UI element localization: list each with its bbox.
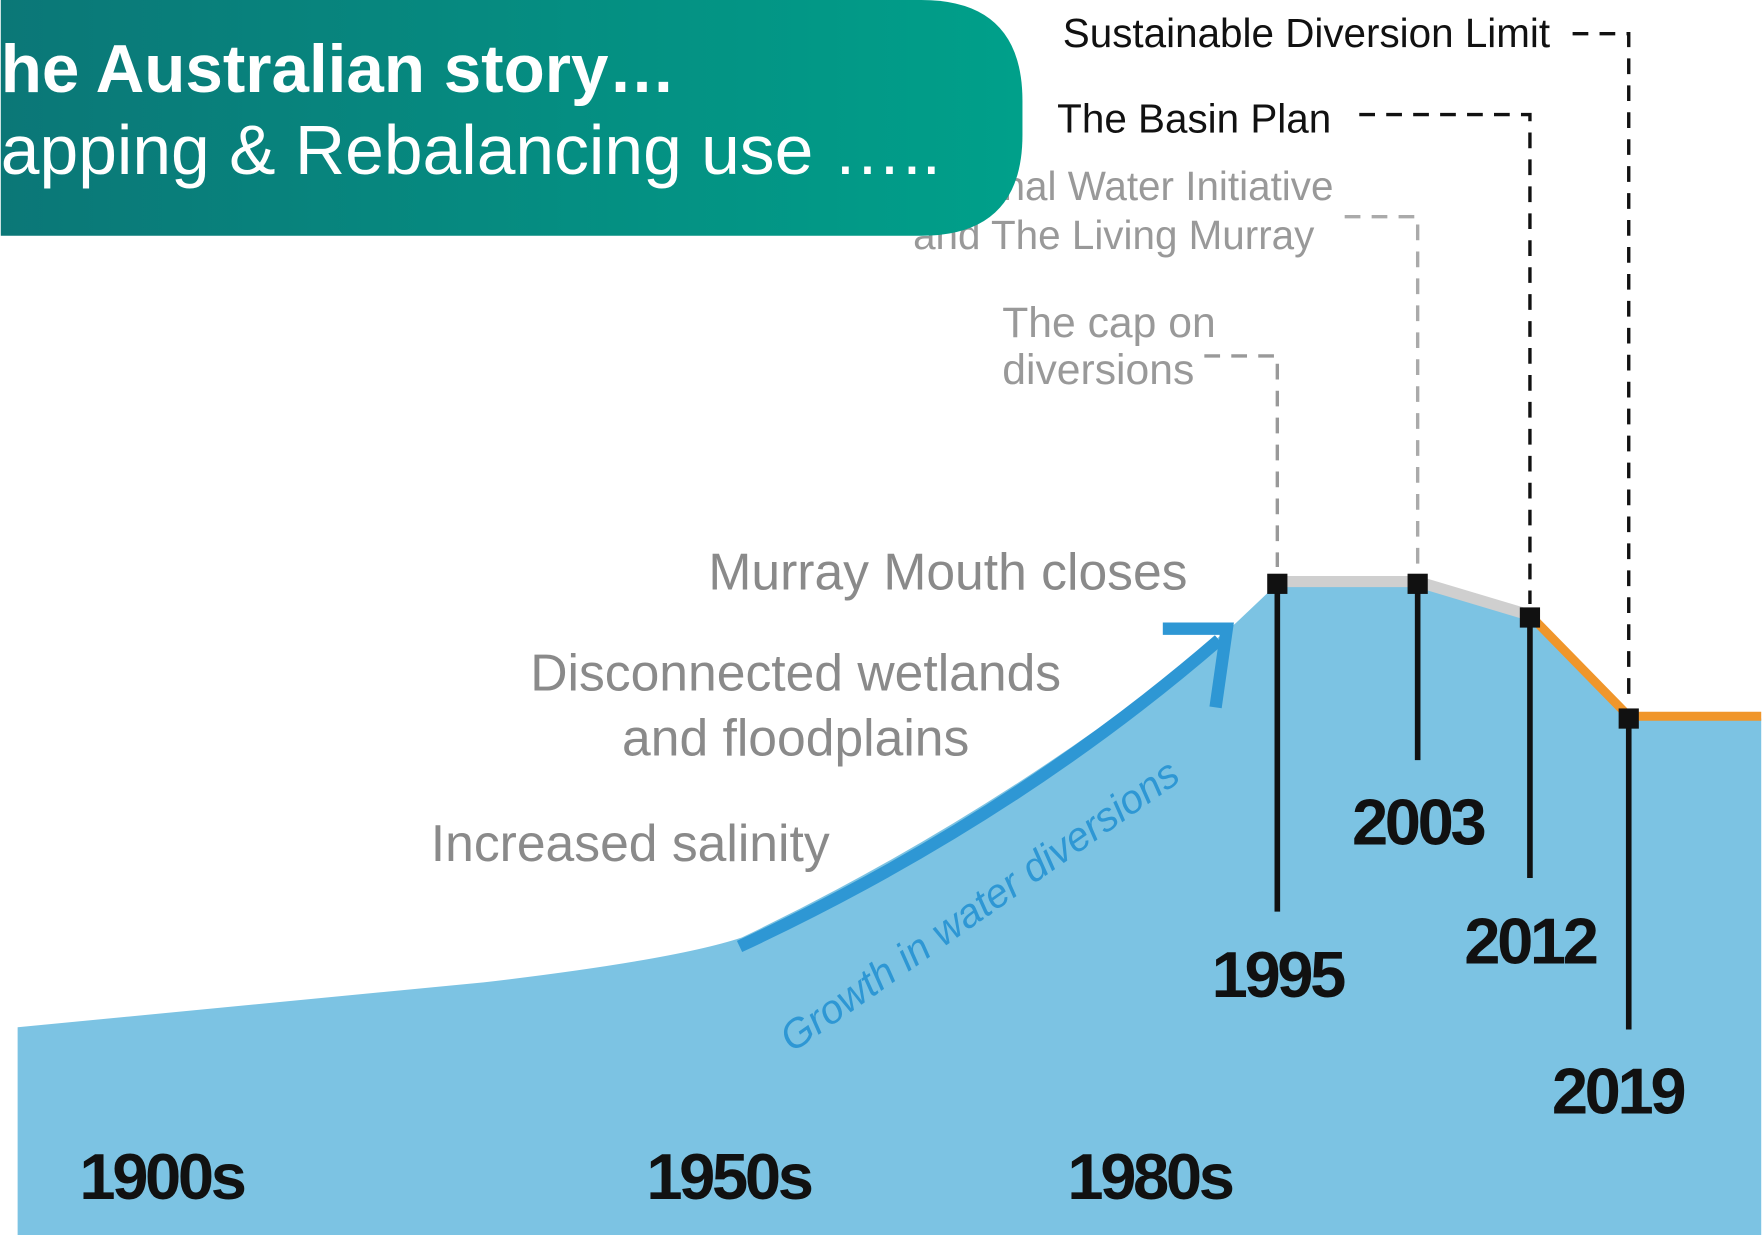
impact: Disconnected wetlands — [530, 643, 1061, 701]
year: 2019 — [1552, 1055, 1685, 1128]
stems — [1274, 583, 1632, 1030]
policy: The cap on — [1002, 299, 1215, 347]
title: he Australian story… — [1, 32, 676, 107]
decade: 1980s — [1067, 1140, 1232, 1213]
impact: and floodplains — [622, 709, 969, 767]
policy: nal Water Initiative — [1003, 163, 1334, 209]
arrow-head — [1162, 622, 1234, 709]
markers — [1267, 573, 1639, 729]
policy: Sustainable Diversion Limit — [1063, 10, 1550, 56]
decade: 1900s — [79, 1140, 244, 1213]
impact: Increased salinity — [431, 814, 830, 872]
policy: diversions — [1002, 346, 1194, 394]
year: 2003 — [1352, 785, 1485, 858]
policy: The Basin Plan — [1057, 95, 1331, 141]
impact: Murray Mouth closes — [708, 542, 1187, 600]
decade: 1950s — [646, 1140, 811, 1213]
leaders — [1204, 31, 1631, 706]
diversion-area — [17, 583, 1762, 1235]
subtitle: apping & Rebalancing use ….. — [1, 111, 941, 189]
title-banner — [0, 0, 1023, 236]
year: 1995 — [1212, 938, 1346, 1011]
year: 2012 — [1464, 904, 1597, 977]
growth-arrow — [736, 635, 1223, 953]
